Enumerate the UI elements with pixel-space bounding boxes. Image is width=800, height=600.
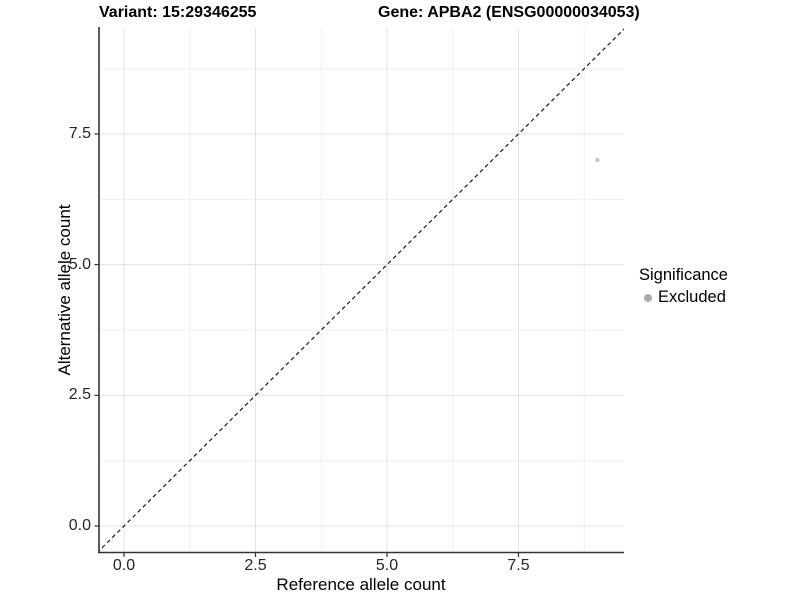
x-tick-label: 0.0	[112, 557, 136, 574]
data-point-excluded	[595, 157, 600, 163]
x-tick-label: 2.5	[244, 557, 267, 574]
x-tick-label: 5.0	[375, 557, 399, 574]
legend-point-icon	[643, 293, 652, 302]
legend-key	[639, 289, 656, 306]
plot-title-gene: Gene: APBA2 (ENSG00000034053)	[378, 4, 640, 21]
y-axis-title: Alternative allele count	[55, 204, 74, 376]
y-tick-label: 5.0	[68, 255, 91, 273]
legend-title: Significance	[639, 266, 728, 284]
y-tick-label: 0.0	[68, 517, 91, 534]
x-tick-label: 7.5	[507, 557, 530, 574]
identity-reference-line	[99, 28, 624, 552]
legend-item-label: Excluded	[658, 288, 726, 306]
legend: Significance Excluded	[639, 266, 728, 307]
legend-item-excluded: Excluded	[639, 288, 728, 307]
x-axis-title: Reference allele count	[276, 575, 446, 594]
y-tick-label: 7.5	[68, 124, 91, 142]
y-tick-label: 2.5	[68, 386, 91, 404]
plot-title-variant: Variant: 15:29346255	[99, 4, 257, 21]
